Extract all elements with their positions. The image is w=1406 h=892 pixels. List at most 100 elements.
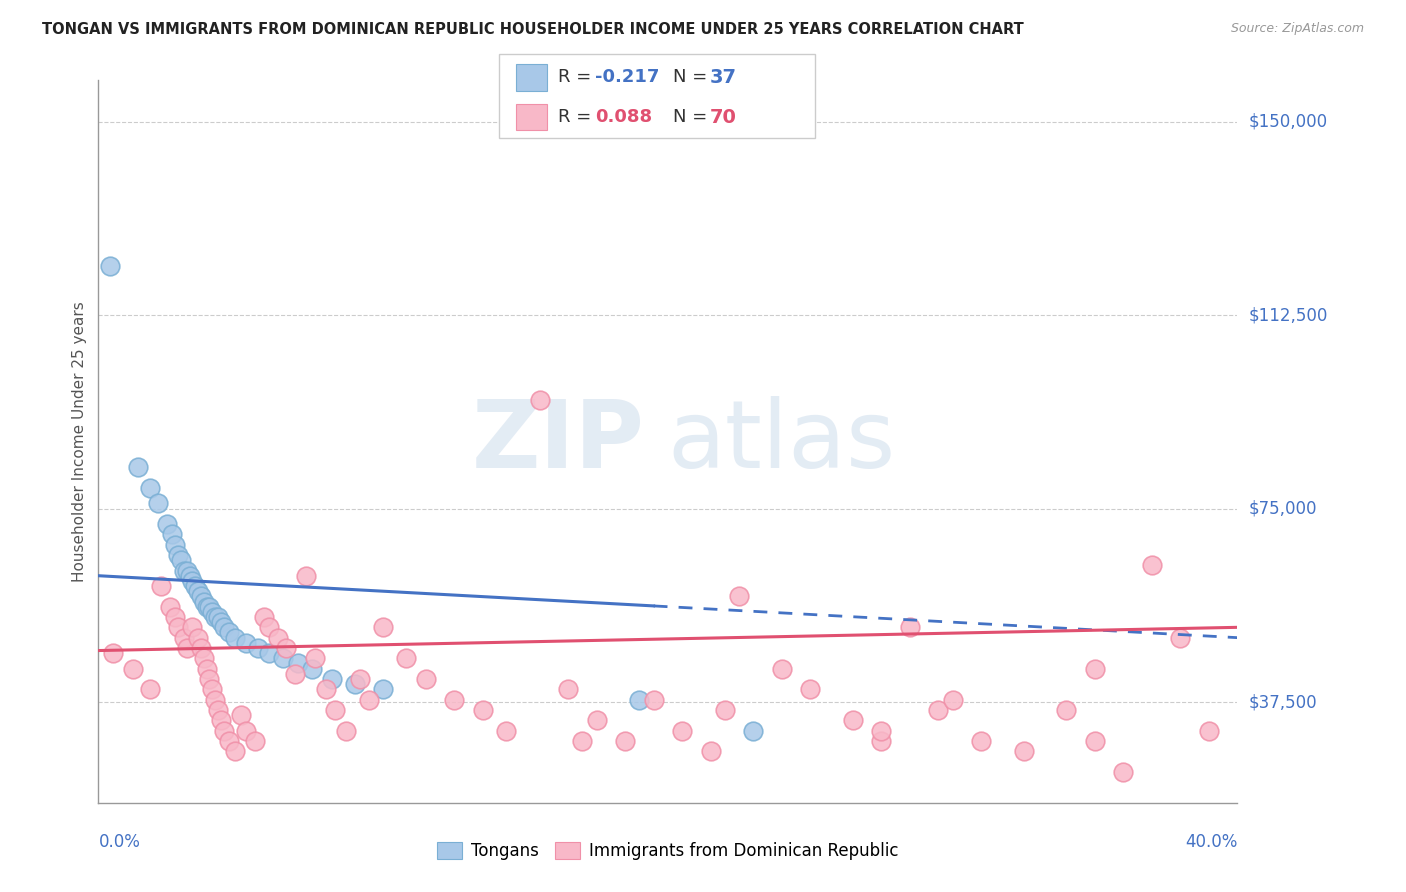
Point xyxy=(165,610,187,624)
Point xyxy=(259,646,281,660)
Point xyxy=(1084,734,1107,748)
Point xyxy=(1056,703,1078,717)
Point xyxy=(315,682,337,697)
Point xyxy=(770,662,793,676)
Point xyxy=(1084,662,1107,676)
Point xyxy=(357,692,380,706)
Point xyxy=(267,631,290,645)
Point xyxy=(287,657,309,671)
Point xyxy=(243,734,266,748)
Point xyxy=(193,594,215,608)
Point xyxy=(229,708,252,723)
Point xyxy=(235,636,257,650)
Point xyxy=(224,744,246,758)
Text: atlas: atlas xyxy=(668,395,896,488)
Point xyxy=(321,672,343,686)
Point xyxy=(557,682,579,697)
Point xyxy=(207,610,229,624)
Point xyxy=(148,496,170,510)
Point xyxy=(628,692,651,706)
Text: N =: N = xyxy=(673,69,713,87)
Point xyxy=(284,666,307,681)
Point xyxy=(799,682,821,697)
Point xyxy=(343,677,366,691)
Point xyxy=(184,579,207,593)
Point xyxy=(898,620,921,634)
Point xyxy=(218,734,240,748)
Point xyxy=(190,590,212,604)
Point xyxy=(373,620,395,634)
Point xyxy=(443,692,465,706)
Point xyxy=(167,620,190,634)
Point xyxy=(187,584,209,599)
Point xyxy=(127,460,149,475)
Point xyxy=(235,723,257,738)
Point xyxy=(1198,723,1220,738)
Point xyxy=(927,703,949,717)
Point xyxy=(529,393,551,408)
Point xyxy=(495,723,517,738)
Point xyxy=(204,692,226,706)
Point xyxy=(323,703,346,717)
Point xyxy=(159,599,181,614)
Text: 0.0%: 0.0% xyxy=(98,833,141,851)
Point xyxy=(1140,558,1163,573)
Y-axis label: Householder Income Under 25 years: Householder Income Under 25 years xyxy=(72,301,87,582)
Point xyxy=(742,723,765,738)
Point xyxy=(276,640,298,655)
Text: $150,000: $150,000 xyxy=(1249,112,1327,130)
Point xyxy=(273,651,295,665)
Point xyxy=(187,631,209,645)
Point xyxy=(138,682,160,697)
Point xyxy=(870,734,893,748)
Text: R =: R = xyxy=(558,69,598,87)
Point xyxy=(195,662,218,676)
Point xyxy=(209,615,232,630)
Point xyxy=(246,640,269,655)
Legend: Tongans, Immigrants from Dominican Republic: Tongans, Immigrants from Dominican Repub… xyxy=(430,835,905,867)
Point xyxy=(193,651,215,665)
Point xyxy=(201,682,224,697)
Point xyxy=(156,517,179,532)
Text: R =: R = xyxy=(558,108,598,126)
Point xyxy=(373,682,395,697)
Point xyxy=(224,631,246,645)
Text: 40.0%: 40.0% xyxy=(1185,833,1237,851)
Point xyxy=(98,259,121,273)
Point xyxy=(179,568,201,582)
Point xyxy=(212,620,235,634)
Point xyxy=(970,734,993,748)
Text: 0.088: 0.088 xyxy=(595,108,652,126)
Point xyxy=(1170,631,1192,645)
Point xyxy=(415,672,437,686)
Point xyxy=(209,713,232,727)
Point xyxy=(942,692,965,706)
Point xyxy=(585,713,607,727)
Point xyxy=(218,625,240,640)
Point xyxy=(471,703,494,717)
Point xyxy=(201,605,224,619)
Text: -0.217: -0.217 xyxy=(595,69,659,87)
Point xyxy=(173,564,195,578)
Point xyxy=(212,723,235,738)
Point xyxy=(349,672,371,686)
Point xyxy=(614,734,637,748)
Point xyxy=(167,548,190,562)
Point xyxy=(571,734,593,748)
Text: $112,500: $112,500 xyxy=(1249,306,1327,324)
Point xyxy=(176,640,198,655)
Point xyxy=(259,620,281,634)
Point xyxy=(1112,764,1135,779)
Point xyxy=(714,703,737,717)
Point xyxy=(165,538,187,552)
Text: $75,000: $75,000 xyxy=(1249,500,1317,517)
Point xyxy=(295,568,318,582)
Point xyxy=(204,610,226,624)
Point xyxy=(181,574,204,588)
Text: ZIP: ZIP xyxy=(472,395,645,488)
Point xyxy=(304,651,326,665)
Point xyxy=(671,723,693,738)
Point xyxy=(121,662,143,676)
Point xyxy=(728,590,751,604)
Point xyxy=(870,723,893,738)
